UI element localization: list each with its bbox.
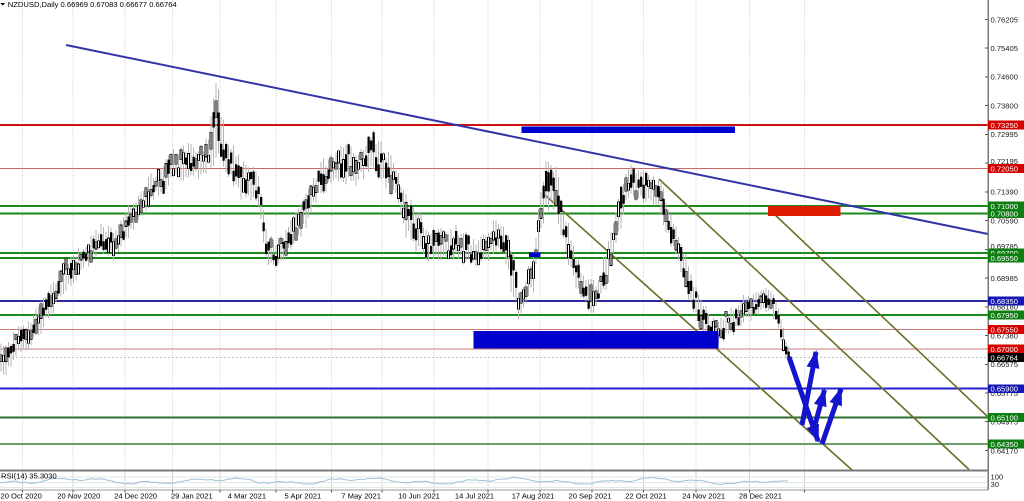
svg-text:0.76205: 0.76205: [991, 15, 1018, 24]
svg-text:0.64350: 0.64350: [991, 440, 1018, 449]
svg-text:20 Oct 2020: 20 Oct 2020: [1, 491, 42, 500]
svg-text:22 Oct 2021: 22 Oct 2021: [625, 491, 666, 500]
svg-text:0.72195: 0.72195: [991, 157, 1018, 166]
svg-text:0.67380: 0.67380: [991, 331, 1018, 340]
svg-text:0.67550: 0.67550: [991, 325, 1018, 334]
svg-text:0.65775: 0.65775: [991, 389, 1018, 398]
svg-text:0.75405: 0.75405: [991, 44, 1018, 53]
svg-text:0.71000: 0.71000: [991, 202, 1018, 211]
svg-text:0.69785: 0.69785: [991, 242, 1018, 251]
svg-text:0.65100: 0.65100: [991, 413, 1018, 422]
svg-text:0.73800: 0.73800: [991, 101, 1018, 110]
svg-text:14 Jul 2021: 14 Jul 2021: [455, 491, 494, 500]
svg-text:0.72050: 0.72050: [991, 164, 1018, 173]
svg-text:0.69550: 0.69550: [991, 254, 1018, 263]
svg-text:24 Dec 2020: 24 Dec 2020: [114, 491, 157, 500]
svg-text:17 Aug 2021: 17 Aug 2021: [512, 491, 555, 500]
svg-text:0.68350: 0.68350: [991, 297, 1018, 306]
svg-text:28 Dec 2021: 28 Dec 2021: [739, 491, 782, 500]
svg-text:0.71390: 0.71390: [991, 188, 1018, 197]
svg-text:20 Nov 2020: 20 Nov 2020: [57, 491, 100, 500]
svg-text:20 Sep 2021: 20 Sep 2021: [569, 491, 612, 500]
svg-text:0.70800: 0.70800: [991, 209, 1018, 218]
svg-text:29 Jan 2021: 29 Jan 2021: [171, 491, 213, 500]
svg-text:0.68985: 0.68985: [991, 274, 1018, 283]
svg-text:30: 30: [991, 480, 999, 489]
svg-text:7 May 2021: 7 May 2021: [341, 491, 381, 500]
svg-text:0.73250: 0.73250: [991, 121, 1018, 130]
svg-text:0.64170: 0.64170: [991, 446, 1018, 455]
svg-text:0.67950: 0.67950: [991, 311, 1018, 320]
svg-text:10 Jun 2021: 10 Jun 2021: [398, 491, 440, 500]
svg-text:0.74600: 0.74600: [991, 73, 1018, 82]
svg-text:RSI(14) 35.3030: RSI(14) 35.3030: [1, 472, 57, 481]
svg-text:24 Nov 2021: 24 Nov 2021: [682, 491, 725, 500]
svg-text:0.65900: 0.65900: [991, 385, 1018, 394]
svg-text:4 Mar 2021: 4 Mar 2021: [228, 491, 266, 500]
svg-text:0.67000: 0.67000: [991, 345, 1018, 354]
svg-text:NZDUSD,Daily 0.66969 0.67083: NZDUSD,Daily 0.66969 0.67083 0.66677 0.6…: [8, 0, 177, 9]
svg-text:0.64975: 0.64975: [991, 418, 1018, 427]
svg-text:0.69700: 0.69700: [991, 249, 1018, 258]
svg-text:0.66575: 0.66575: [991, 360, 1018, 369]
svg-text:0.68180: 0.68180: [991, 303, 1018, 312]
svg-text:5 Apr 2021: 5 Apr 2021: [285, 491, 322, 500]
svg-text:100: 100: [991, 473, 1004, 482]
svg-text:0.70590: 0.70590: [991, 216, 1018, 225]
svg-text:0.66764: 0.66764: [991, 354, 1018, 363]
svg-text:0.72995: 0.72995: [991, 130, 1018, 139]
